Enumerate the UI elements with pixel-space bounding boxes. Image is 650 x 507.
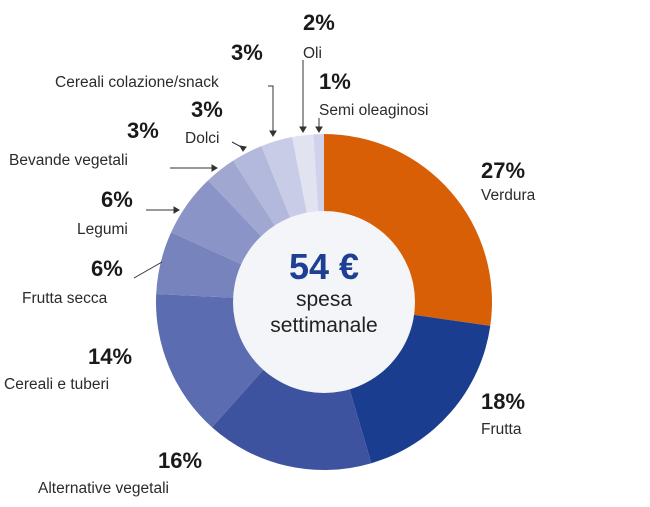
label-alternative-pct: 16%: [158, 448, 203, 473]
label-frutta-secca-name: Frutta secca: [22, 290, 108, 307]
label-cereali-tuberi-name: Cereali e tuberi: [4, 376, 110, 393]
slice-dolci: [233, 146, 291, 227]
label-semi-pct: 1%: [319, 69, 351, 94]
label-frutta-secca-pct: 6%: [91, 256, 123, 281]
slice-frutta: [349, 314, 491, 464]
label-oli-pct: 2%: [303, 10, 335, 35]
label-verdura-name: Verdura: [481, 187, 536, 204]
label-oli-name: Oli: [303, 45, 322, 62]
slice-verdura: [324, 134, 492, 326]
label-alternative-name: Alternative vegetali: [38, 480, 169, 497]
label-legumi-name: Legumi: [77, 221, 128, 238]
label-dolci-pct: 3%: [191, 97, 223, 122]
label-legumi-pct: 6%: [101, 187, 133, 212]
label-semi-name: Semi oleaginosi: [319, 102, 429, 119]
slice-legumi: [171, 180, 262, 265]
label-cereali-tuberi-pct: 14%: [88, 344, 133, 369]
label-dolci-name: Dolci: [185, 130, 220, 147]
slice-frutta-secca: [156, 232, 243, 298]
weekly-spend-amount: 54 €: [288, 246, 360, 287]
label-frutta-pct: 18%: [481, 389, 526, 414]
donut-center-label: 54 € spesa settimanale: [234, 247, 414, 339]
slice-semi-oleaginosi: [313, 134, 324, 213]
slice-bevande-vegetali: [208, 160, 276, 237]
label-bevande-name: Bevande vegetali: [9, 152, 128, 169]
slice-alternative-vegetali: [211, 369, 372, 470]
label-frutta-name: Frutta: [481, 421, 522, 438]
label-bevande-pct: 3%: [127, 118, 159, 143]
slice-cereali-colazione-snack: [261, 137, 307, 219]
label-cereali-colazione-name: Cereali colazione/snack: [55, 74, 219, 91]
slice-oli: [292, 134, 319, 214]
weekly-spend-caption-line2: settimanale: [270, 314, 378, 337]
donut-center-hole: [233, 211, 415, 393]
label-verdura-pct: 27%: [481, 158, 526, 183]
leader-lines: [133, 60, 323, 279]
weekly-spend-caption-line1: spesa: [295, 288, 353, 311]
label-cereali-colazione-pct: 3%: [231, 40, 263, 65]
